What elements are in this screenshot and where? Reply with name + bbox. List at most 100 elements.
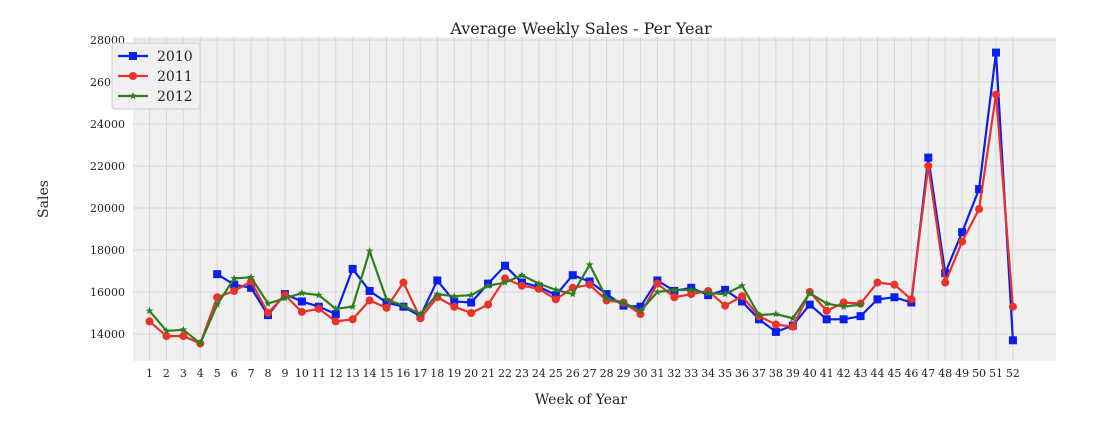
x-tick-label: 9 bbox=[281, 367, 288, 380]
series-2011-point bbox=[924, 162, 933, 170]
x-tick-label: 27 bbox=[583, 367, 597, 380]
series-2010-point bbox=[856, 312, 865, 321]
x-tick-label: 51 bbox=[989, 367, 1003, 380]
x-tick-label: 1 bbox=[146, 367, 153, 380]
series-2012-point bbox=[213, 300, 222, 308]
series-2012-point bbox=[433, 290, 442, 298]
series-2012-point bbox=[382, 295, 391, 303]
series-2011-point bbox=[517, 281, 526, 290]
series-2012-point bbox=[230, 274, 238, 282]
y-tick-label: 24000 bbox=[90, 118, 125, 131]
series-2011-point bbox=[670, 293, 679, 302]
legend-2012-marker bbox=[129, 92, 137, 100]
x-tick-label: 50 bbox=[972, 367, 986, 380]
series-2012-point bbox=[145, 306, 154, 315]
series-2011-point bbox=[213, 293, 222, 302]
series-2011-point bbox=[399, 278, 408, 287]
series-2011-point bbox=[907, 295, 916, 304]
series-2012-point bbox=[281, 294, 289, 302]
x-tick-label: 12 bbox=[329, 367, 343, 380]
series-2010-point bbox=[805, 300, 814, 309]
legend: 2010 2011 2012 bbox=[111, 42, 201, 110]
series-2011-point bbox=[145, 317, 154, 326]
x-tick-label: 14 bbox=[363, 367, 377, 380]
legend-2010-marker bbox=[129, 52, 137, 60]
x-tick-label: 45 bbox=[887, 367, 901, 380]
x-axis-label: Week of Year bbox=[535, 392, 627, 408]
x-tick-label: 29 bbox=[617, 367, 631, 380]
series-2012-point bbox=[331, 304, 340, 313]
series-2012-point bbox=[805, 289, 814, 297]
y-tick-label: 22000 bbox=[90, 160, 125, 173]
x-tick-label: 7 bbox=[248, 367, 255, 380]
y-tick-label: 16000 bbox=[90, 286, 125, 299]
series-2012-point bbox=[738, 281, 746, 289]
series-2012-point bbox=[822, 299, 831, 307]
series-2012-point bbox=[568, 290, 577, 298]
x-tick-label: 23 bbox=[515, 367, 529, 380]
series-2010-point bbox=[568, 271, 577, 280]
series-2012-point bbox=[298, 289, 306, 297]
series-2012 bbox=[145, 247, 865, 347]
series-2010-point bbox=[958, 228, 967, 237]
series-2011-point bbox=[484, 300, 493, 309]
legend-2010-label: 2010 bbox=[157, 49, 193, 65]
series-2012-point bbox=[636, 306, 645, 315]
x-tick-label: 3 bbox=[180, 367, 187, 380]
series-2011-point bbox=[348, 315, 357, 324]
x-tick-label: 52 bbox=[1006, 367, 1020, 380]
x-tick-label: 30 bbox=[633, 367, 647, 380]
series-2012-point bbox=[162, 326, 171, 335]
x-tick-label: 21 bbox=[481, 367, 495, 380]
x-tick-label: 18 bbox=[430, 367, 444, 380]
series-2012-point bbox=[653, 288, 662, 296]
series-2011-point bbox=[382, 303, 391, 312]
series-group bbox=[145, 48, 1017, 348]
series-2010-point bbox=[636, 302, 645, 311]
series-2010-point bbox=[771, 327, 780, 336]
series-2011-point bbox=[958, 237, 967, 246]
series-2012-point bbox=[179, 325, 188, 334]
series-2012-point bbox=[839, 302, 848, 310]
series-2010-point bbox=[467, 298, 476, 307]
legend-2011-label: 2011 bbox=[157, 69, 193, 85]
x-tick-label: 37 bbox=[752, 367, 766, 380]
series-2012-point bbox=[687, 285, 696, 294]
x-tick-label: 49 bbox=[955, 367, 969, 380]
series-2010-point bbox=[602, 290, 611, 299]
series-2010-point bbox=[382, 298, 391, 307]
series-2010-point bbox=[873, 295, 882, 304]
x-axis-ticks: 1 2 3 4 5 6 7 8 9 10 11 12 13 14 15 16 17 18 19 20 21 22 23 24 2… bbox=[146, 367, 1020, 380]
series-2011-point bbox=[585, 280, 594, 289]
series-2010-point bbox=[890, 293, 899, 302]
series-2012-point bbox=[602, 294, 611, 302]
series-2012-point bbox=[670, 285, 679, 294]
series-2012-point bbox=[772, 310, 780, 318]
series-2011-point bbox=[653, 279, 662, 288]
series-2012-point bbox=[416, 310, 425, 318]
x-tick-label: 32 bbox=[667, 367, 681, 380]
series-2012-point bbox=[399, 301, 408, 309]
series-2011-point bbox=[771, 320, 780, 329]
series-2010-point bbox=[501, 261, 510, 270]
x-tick-label: 42 bbox=[837, 367, 851, 380]
legend-2011-marker bbox=[129, 72, 137, 80]
x-tick-label: 19 bbox=[447, 367, 461, 380]
series-2010-point bbox=[247, 283, 256, 292]
series-2011-point bbox=[941, 278, 950, 287]
series-2012-point bbox=[704, 289, 712, 297]
series-2011-point bbox=[331, 317, 340, 326]
series-2012-point bbox=[315, 291, 323, 299]
series-2011-point bbox=[975, 205, 984, 214]
x-tick-label: 35 bbox=[718, 367, 732, 380]
series-2011-point bbox=[822, 306, 831, 315]
series-2011-point bbox=[365, 296, 374, 305]
series-2010-point bbox=[822, 315, 831, 324]
x-tick-label: 4 bbox=[197, 367, 204, 380]
series-2012-point bbox=[721, 290, 729, 298]
series-2011-point bbox=[264, 309, 273, 317]
x-tick-label: 43 bbox=[854, 367, 868, 380]
x-tick-label: 39 bbox=[786, 367, 800, 380]
series-2011-point bbox=[501, 274, 510, 283]
chart-title: Average Weekly Sales - Per Year bbox=[449, 19, 712, 38]
